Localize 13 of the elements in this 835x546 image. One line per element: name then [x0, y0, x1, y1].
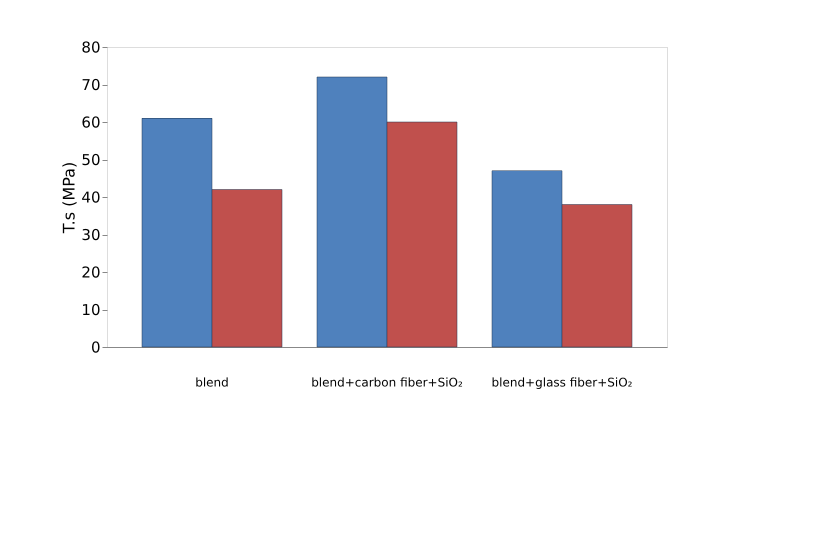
- y-tick-label: 30: [81, 226, 100, 244]
- y-tick-label: 40: [81, 188, 100, 206]
- y-tick-label: 80: [81, 38, 100, 56]
- y-tick-label: 20: [81, 264, 100, 282]
- x-tick-label: blend+carbon fiber+SiO₂: [311, 376, 463, 390]
- y-tick-label: 60: [81, 114, 100, 132]
- y-tick-label: 0: [90, 338, 100, 356]
- y-tick-label: 50: [81, 151, 100, 169]
- y-tick-label: 70: [81, 76, 100, 94]
- y-tick-label: 10: [81, 301, 100, 319]
- y-axis-title: T.s (MPa): [59, 162, 78, 234]
- x-tick-label: blend: [195, 376, 229, 390]
- x-tick-label: blend+glass fiber+SiO₂: [492, 376, 633, 390]
